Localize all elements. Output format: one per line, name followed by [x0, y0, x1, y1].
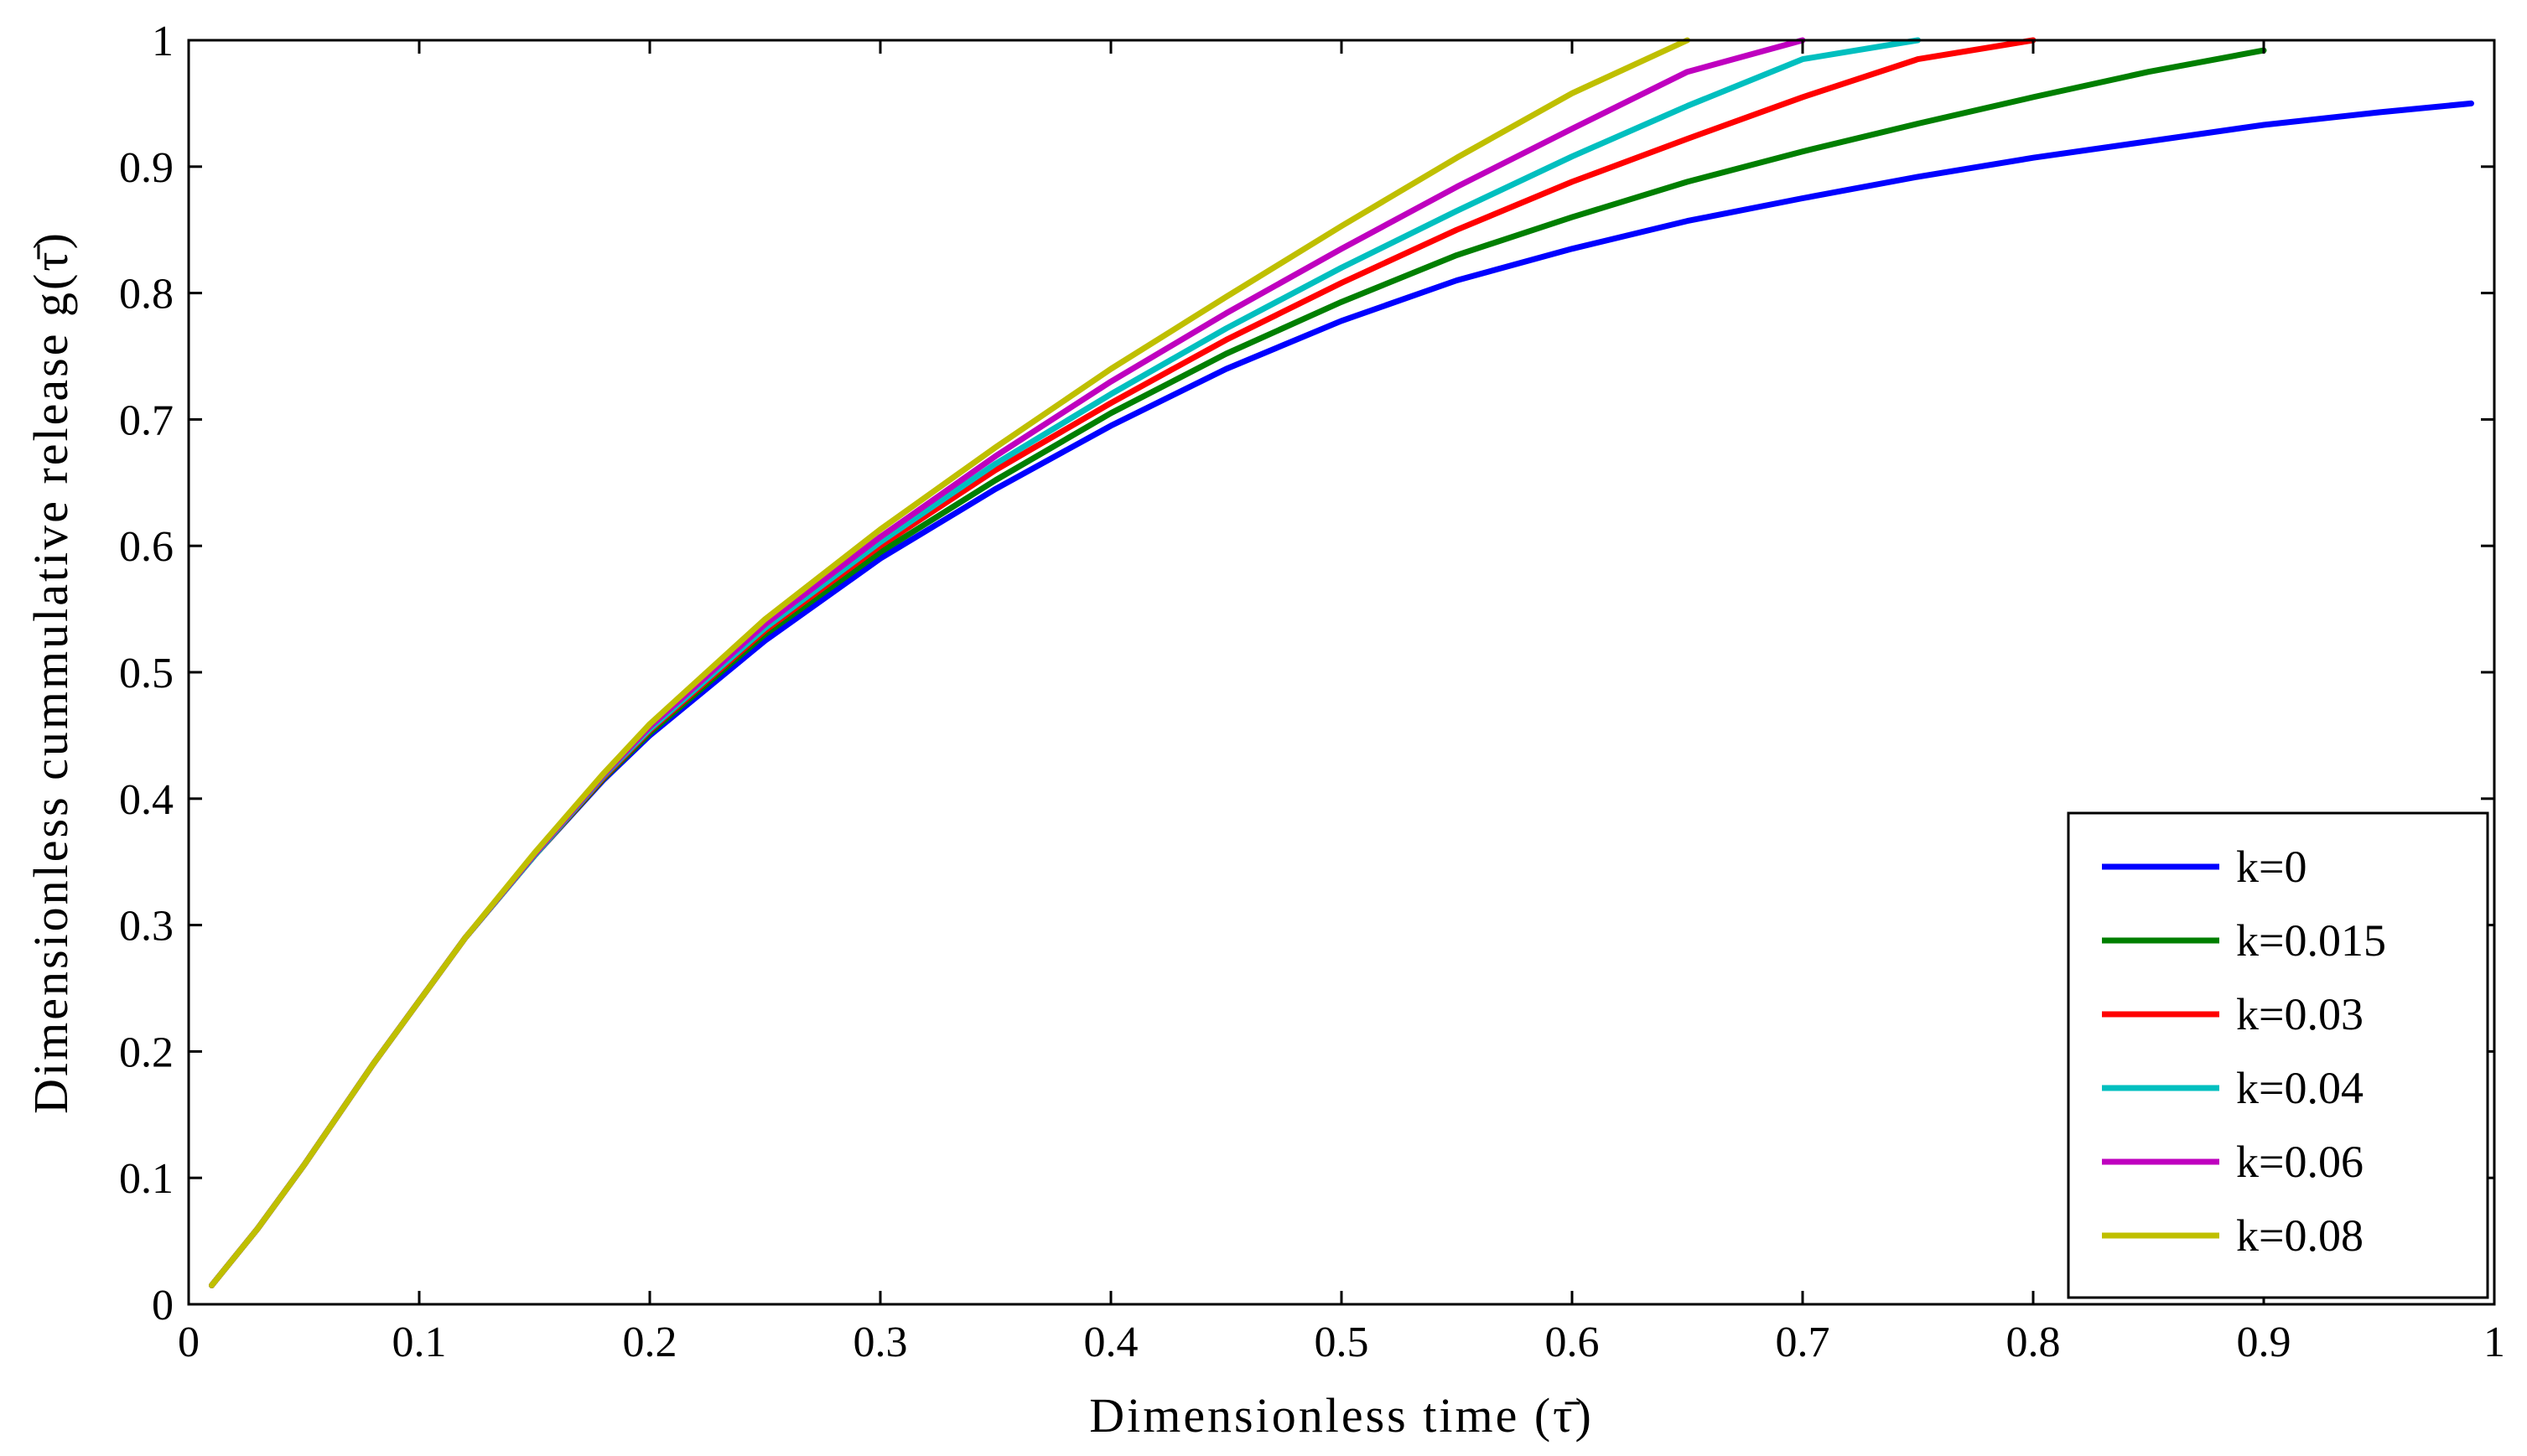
y-tick-label: 0.5 [119, 650, 174, 697]
x-tick-label: 0.4 [1084, 1319, 1139, 1366]
x-tick-label: 0.5 [1315, 1319, 1369, 1366]
y-axis-label: Dimensionless cummulative release g(τ̄) [23, 231, 78, 1114]
x-tick-label: 0 [178, 1319, 200, 1366]
x-tick-label: 0.7 [1776, 1319, 1830, 1366]
legend-label: k=0.06 [2236, 1137, 2364, 1187]
y-tick-label: 0.4 [119, 776, 174, 824]
legend-label: k=0.04 [2236, 1063, 2364, 1113]
x-tick-label: 0.1 [392, 1319, 447, 1366]
series-layer [209, 37, 2474, 1288]
y-tick-label: 1 [152, 18, 174, 65]
legend-label: k=0.08 [2236, 1210, 2364, 1261]
y-tick-label: 0.6 [119, 523, 174, 571]
y-tick-label: 0.1 [119, 1155, 174, 1203]
legend-label: k=0.03 [2236, 989, 2364, 1039]
x-tick-label: 0.3 [854, 1319, 908, 1366]
legend-box [2067, 811, 2489, 1299]
y-tick-label: 0.7 [119, 396, 174, 444]
y-tick-label: 0.2 [119, 1029, 174, 1076]
y-tick-label: 0.3 [119, 903, 174, 951]
series-line-k-0-08 [209, 37, 1690, 1288]
legend: k=0 k=0.015 k=0.03 k=0.04 k=0.06 k=0.08 [2067, 811, 2489, 1299]
x-tick-label: 0.8 [2006, 1319, 2061, 1366]
x-tick-label: 1 [2483, 1319, 2505, 1366]
y-tick-label: 0.8 [119, 271, 174, 319]
x-axis-label: Dimensionless time (τ̄) [1089, 1388, 1594, 1443]
legend-label: k=0.015 [2236, 915, 2386, 966]
x-tick-label: 0.9 [2237, 1319, 2291, 1366]
x-tick-label: 0.6 [1545, 1319, 1600, 1366]
x-tick-label: 0.2 [623, 1319, 677, 1366]
tick-layer: 0 0.1 0.2 0.3 0.4 0.5 0.6 0.7 0.8 0.9 1 0 0.1 0.2 0.3 0… [119, 18, 2505, 1366]
y-tick-label: 0 [152, 1282, 174, 1329]
legend-label: k=0 [2236, 842, 2306, 892]
y-tick-label: 0.9 [119, 144, 174, 192]
